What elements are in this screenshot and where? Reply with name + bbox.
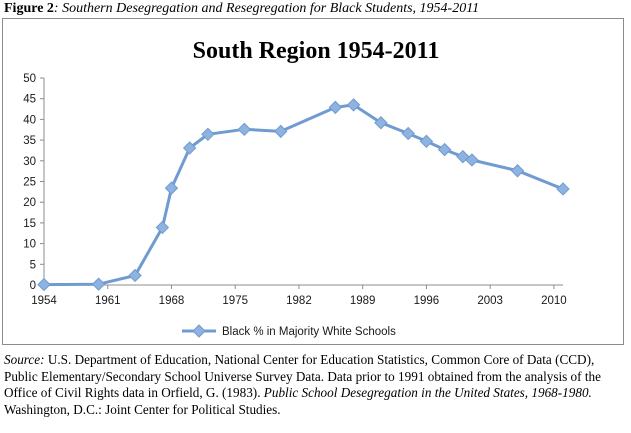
data-point-marker	[346, 98, 361, 112]
y-tick-label: 20	[23, 197, 36, 209]
y-tick-label: 5	[30, 259, 36, 271]
x-tick-label: 1975	[222, 295, 248, 307]
chart-title: South Region 1954-2011	[193, 38, 440, 64]
x-axis: 1954 1961 1968 1975 1982 1989 1996 2003 2010	[31, 284, 567, 307]
plot-area	[37, 98, 570, 292]
data-point-marker	[201, 127, 215, 142]
data-point-marker	[274, 124, 288, 139]
data-point-marker	[465, 153, 479, 167]
data-point-marker	[437, 142, 452, 157]
y-tick-label: 10	[23, 239, 36, 251]
x-tick-label: 2003	[477, 295, 503, 307]
x-tick-label: 1982	[286, 295, 312, 307]
y-tick-label: 45	[23, 94, 36, 106]
data-point-marker	[401, 126, 415, 141]
data-point-marker	[328, 100, 343, 115]
figure-caption: Figure 2: Southern Desegregation and Res…	[4, 1, 626, 18]
x-tick-label: 1989	[350, 295, 376, 307]
source-label: Source:	[4, 352, 45, 367]
figure-caption-text: : Southern Desegregation and Resegregati…	[53, 1, 480, 16]
data-point-marker	[419, 134, 434, 149]
y-tick-label: 15	[23, 218, 36, 230]
data-point-marker	[128, 268, 142, 283]
y-tick-label: 35	[23, 135, 36, 147]
source-text-end: Washington, D.C.: Joint Center for Polit…	[4, 401, 281, 417]
source-publication-title: Public School Desegregation in the Unite…	[263, 385, 592, 400]
data-point-marker	[510, 164, 525, 178]
x-tick-label: 1996	[414, 295, 440, 307]
y-tick-label: 50	[23, 73, 36, 85]
data-point-marker	[37, 277, 51, 292]
data-point-marker	[155, 220, 170, 235]
figure-label: Figure 2	[4, 1, 54, 16]
series-line	[43, 103, 564, 287]
source-text: U.S. Department of Education, National C…	[4, 352, 601, 400]
data-point-marker	[237, 122, 252, 137]
y-tick-label: 40	[23, 114, 36, 126]
legend-label: Black % in Majority White Schools	[222, 326, 396, 338]
data-point-marker	[182, 141, 197, 155]
y-tick-label: 25	[23, 177, 36, 189]
data-point-marker	[91, 277, 106, 291]
source-note: Source: U.S. Department of Education, Na…	[4, 352, 628, 418]
data-point-marker	[556, 182, 570, 196]
data-point-marker	[374, 116, 388, 130]
x-tick-label: 2010	[541, 295, 567, 307]
x-tick-label: 1961	[95, 295, 121, 307]
chart-frame	[2, 18, 624, 345]
x-tick-label: 1968	[159, 295, 185, 307]
legend: Black % in Majority White Schools	[182, 324, 396, 338]
line-chart: South Region 1954-2011 0 5 10 15 20 25 30 35 40 4…	[23, 38, 570, 338]
y-axis: 0 5 10 15 20 25 30 35 40 45 50	[23, 73, 45, 292]
legend-marker	[192, 324, 206, 338]
data-point-marker	[164, 181, 179, 195]
x-tick-label: 1954	[31, 295, 57, 307]
y-tick-label: 30	[23, 156, 36, 168]
y-tick-label: 0	[30, 280, 36, 292]
